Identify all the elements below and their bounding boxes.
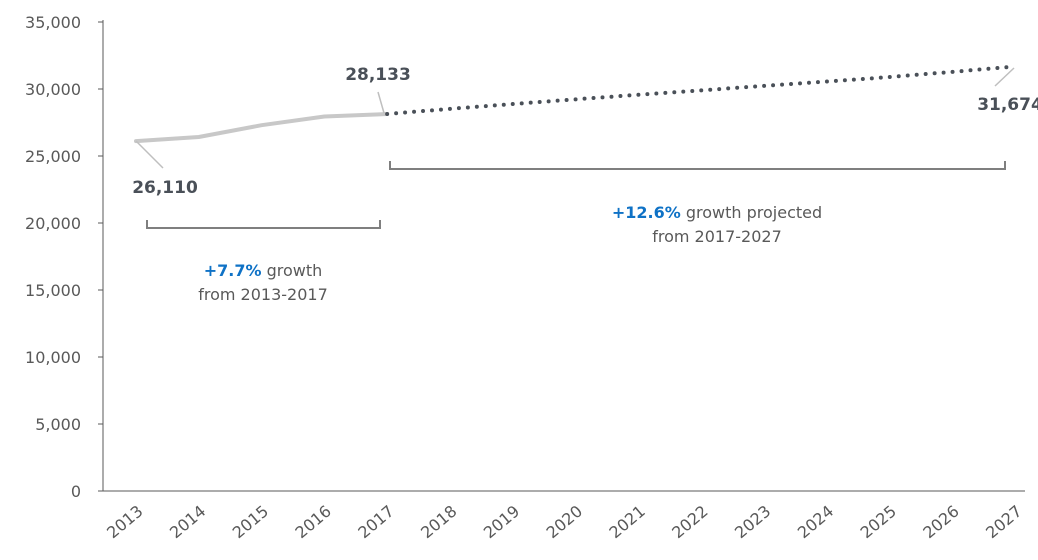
x-tick-label: 2020: [543, 502, 586, 543]
annotation-text: from 2017-2027: [652, 227, 782, 246]
bracket: [146, 220, 381, 229]
annotation-text: growth projected: [686, 203, 822, 222]
annotation: +7.7% growth: [204, 261, 323, 280]
y-tick-label: 30,000: [25, 80, 81, 99]
data-label: 28,133: [345, 65, 411, 85]
annotation-highlight: +7.7%: [204, 261, 262, 280]
annotation-text: from 2013-2017: [198, 285, 328, 304]
y-tick-label: 20,000: [25, 214, 81, 233]
annotation-highlight: +12.6%: [612, 203, 681, 222]
y-tick-label: 10,000: [25, 348, 81, 367]
x-tick-label: 2023: [731, 502, 774, 543]
y-tick-label: 15,000: [25, 281, 81, 300]
x-tick-label: 2018: [417, 502, 460, 543]
y-tick-label: 5,000: [35, 415, 81, 434]
x-tick-label: 2016: [292, 502, 335, 543]
leader-line: [135, 140, 164, 169]
x-tick-label: 2026: [919, 502, 962, 543]
annotation: +12.6% growth projected: [612, 203, 822, 222]
x-tick-label: 2024: [794, 502, 837, 543]
x-tick-label: 2013: [103, 502, 146, 543]
y-tick-label: 35,000: [25, 13, 81, 32]
x-tick-label: 2019: [480, 502, 523, 543]
x-tick-label: 2017: [354, 502, 397, 543]
y-tick-label: 0: [71, 482, 81, 501]
series-line: [134, 112, 390, 144]
data-label: 26,110: [132, 178, 198, 198]
x-tick-label: 2027: [982, 502, 1025, 543]
leader-line: [377, 91, 385, 114]
leader-line: [994, 67, 1015, 87]
x-tick-label: 2022: [668, 502, 711, 543]
x-tick-label: 2015: [229, 502, 272, 543]
series-line: [385, 64, 1017, 117]
x-tick-label: 2021: [605, 502, 648, 543]
x-tick-label: 2014: [166, 502, 209, 543]
annotation-text: growth: [267, 261, 323, 280]
y-tick-label: 25,000: [25, 147, 81, 166]
x-tick-label: 2025: [857, 502, 900, 543]
data-label: 31,674: [977, 95, 1038, 115]
bracket: [389, 161, 1006, 170]
